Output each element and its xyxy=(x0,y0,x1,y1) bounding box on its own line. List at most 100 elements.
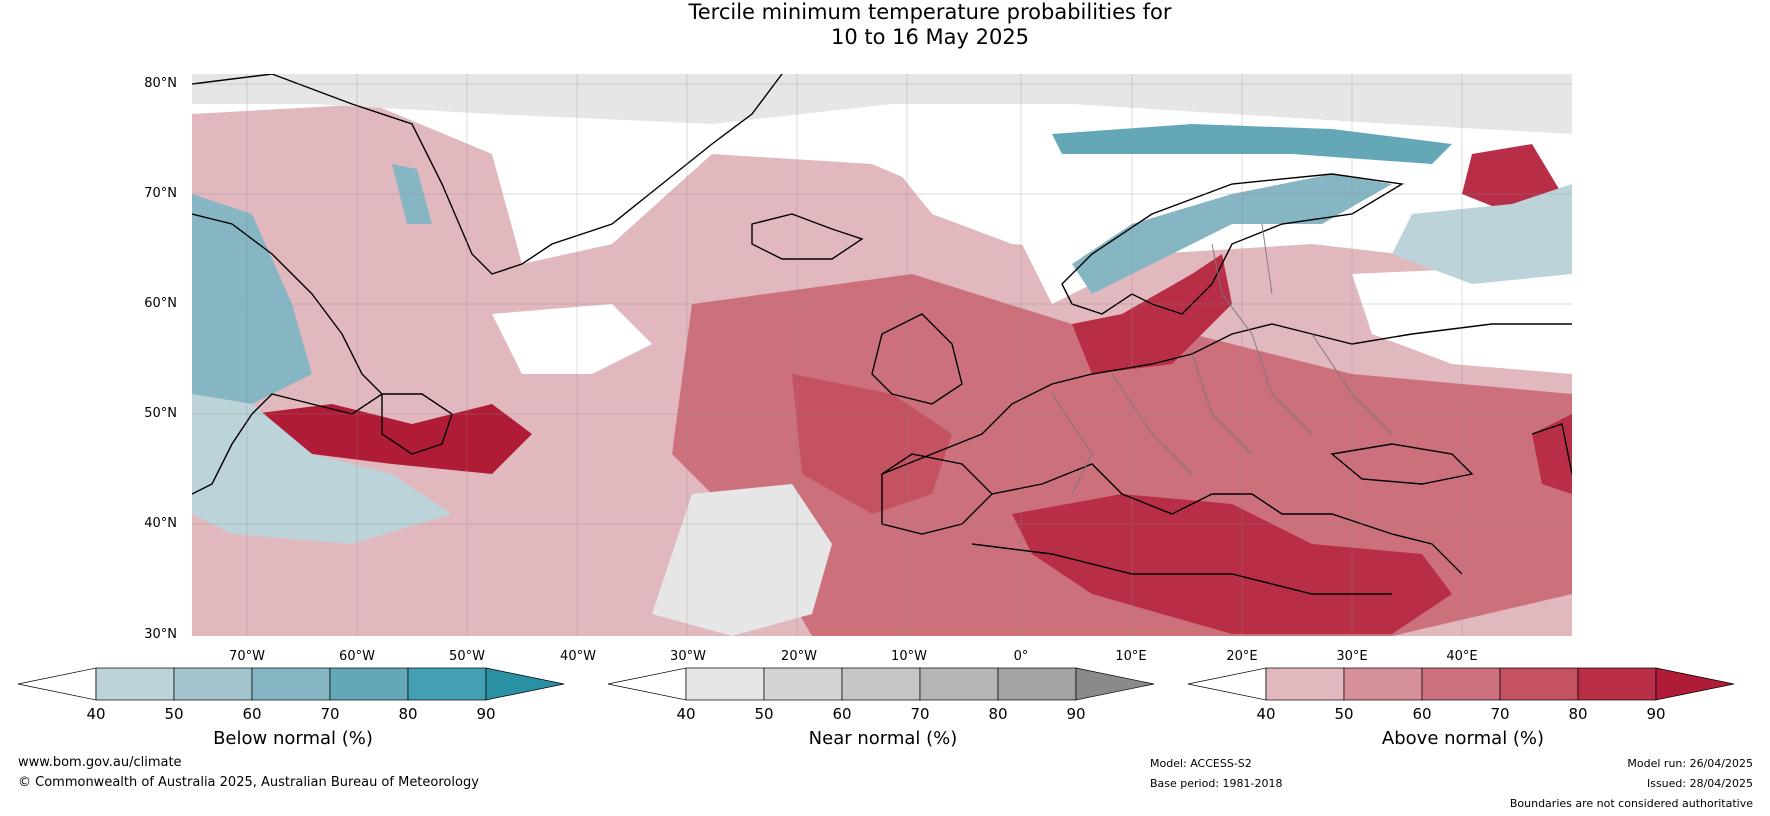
greenland-coast xyxy=(192,74,783,275)
colorbar-tick-label: 50 xyxy=(754,705,774,723)
colorbar-below-svg xyxy=(17,667,565,701)
colorbar-left-extension xyxy=(17,667,97,701)
colorbar-segment xyxy=(1577,667,1657,701)
coastlines xyxy=(192,74,1572,595)
footer-model: Model: ACCESS-S2 xyxy=(1150,757,1252,770)
colorbar-segment xyxy=(1421,667,1501,701)
map-svg xyxy=(192,74,1572,636)
footer-disclaimer: Boundaries are not considered authoritat… xyxy=(1509,797,1753,810)
colorbar-tick-label: 70 xyxy=(910,705,930,723)
colorbar-segment xyxy=(251,667,331,701)
colorbar-segment xyxy=(841,667,921,701)
colorbar-below-normal: Below normal (%) 40 50 60 70 80 90 xyxy=(17,667,568,749)
colorbar-tick-label: 40 xyxy=(1256,705,1276,723)
lon-label-40e: 40°E xyxy=(1446,649,1478,664)
colorbar-left-extension xyxy=(607,667,687,701)
colorbar-above-svg xyxy=(1187,667,1735,701)
footer-model-run: Model run: 26/04/2025 xyxy=(1627,757,1753,770)
colorbar-near-svg xyxy=(607,667,1155,701)
iceland-coast xyxy=(751,213,864,260)
colorbar-tick-label: 90 xyxy=(1066,705,1086,723)
map-title: Tercile minimum temperature probabilitie… xyxy=(0,0,1770,50)
colorbar-tick-label: 40 xyxy=(86,705,106,723)
lon-label-10w: 10°W xyxy=(891,649,927,664)
lon-label-70w: 70°W xyxy=(229,649,265,664)
lon-label-0: 0° xyxy=(1013,649,1029,664)
colorbar-tick-label: 70 xyxy=(1490,705,1510,723)
footer-issued: Issued: 28/04/2025 xyxy=(1646,777,1753,790)
below-normal-russia xyxy=(1392,184,1572,284)
colorbar-tick-label: 80 xyxy=(988,705,1008,723)
border-line-2 xyxy=(1111,373,1193,475)
colorbar-near-normal: Near normal (%) 40 50 60 70 80 90 xyxy=(607,667,1158,749)
colorbar-tick-label: 60 xyxy=(832,705,852,723)
colorbar-left-extension xyxy=(1187,667,1267,701)
lat-label-70n: 70°N xyxy=(144,186,177,201)
lon-label-10e: 10°E xyxy=(1115,649,1147,664)
colorbar-tick-label: 60 xyxy=(1412,705,1432,723)
colorbar-right-extension xyxy=(1075,667,1155,701)
above-strong-newfoundland xyxy=(252,404,532,474)
colorbar-segment xyxy=(763,667,843,701)
colorbar-tick-label: 90 xyxy=(1646,705,1666,723)
footer-copyright: © Commonwealth of Australia 2025, Austra… xyxy=(18,775,479,790)
lat-label-50n: 50°N xyxy=(144,406,177,421)
colorbar-segment xyxy=(685,667,765,701)
colorbar-near-title: Near normal (%) xyxy=(808,728,958,749)
colorbar-right-extension xyxy=(1655,667,1735,701)
british-isles-coast xyxy=(871,313,963,405)
border-line-7 xyxy=(1261,223,1273,295)
colorbar-tick-label: 80 xyxy=(398,705,418,723)
below-normal-canada-light xyxy=(192,394,452,544)
near-normal-arctic xyxy=(192,74,1572,134)
colorbar-tick-label: 80 xyxy=(1568,705,1588,723)
lon-label-20e: 20°E xyxy=(1226,649,1258,664)
graticule xyxy=(192,74,1572,636)
colorbar-segment xyxy=(1343,667,1423,701)
colorbar-segment xyxy=(95,667,175,701)
below-normal-canada xyxy=(192,194,312,404)
lat-label-60n: 60°N xyxy=(144,296,177,311)
white-central-atlantic xyxy=(492,304,652,374)
lat-label-40n: 40°N xyxy=(144,516,177,531)
lat-label-30n: 30°N xyxy=(144,627,177,642)
colorbar-segment xyxy=(1499,667,1579,701)
colorbar-segment xyxy=(997,667,1077,701)
colorbar-below-title: Below normal (%) xyxy=(213,728,373,749)
above-strong-mediterranean xyxy=(1012,494,1452,634)
colorbar-tick-label: 90 xyxy=(476,705,496,723)
lat-label-80n: 80°N xyxy=(144,76,177,91)
colorbar-tick-label: 70 xyxy=(320,705,340,723)
above-strong-baltic xyxy=(1072,254,1232,374)
colorbar-above-title: Above normal (%) xyxy=(1381,728,1545,749)
iberia-coast xyxy=(881,453,993,535)
title-line-2: 10 to 16 May 2025 xyxy=(830,25,1030,49)
above-strong-atlantic xyxy=(792,374,952,514)
lon-label-30w: 30°W xyxy=(670,649,706,664)
caspian-coast xyxy=(1531,423,1572,475)
colorbar-segment xyxy=(1265,667,1345,701)
probability-map xyxy=(192,74,1572,636)
title-line-1: Tercile minimum temperature probabilitie… xyxy=(688,0,1172,24)
canada-coast xyxy=(192,213,384,495)
above-strong-east xyxy=(1532,414,1572,494)
mediterranean-coast xyxy=(971,463,1463,595)
lon-label-20w: 20°W xyxy=(781,649,817,664)
footer-base-period: Base period: 1981-2018 xyxy=(1150,777,1283,790)
colorbar-tick-label: 50 xyxy=(1334,705,1354,723)
colorbar-right-extension xyxy=(485,667,565,701)
colorbar-segment xyxy=(329,667,409,701)
footer-website: www.bom.gov.au/climate xyxy=(18,755,182,770)
newfoundland-coast xyxy=(381,393,453,455)
colorbar-above-normal: Above normal (%) 40 50 60 70 80 90 xyxy=(1187,667,1738,749)
colorbar-segment xyxy=(919,667,999,701)
lon-label-60w: 60°W xyxy=(339,649,375,664)
black-sea-coast xyxy=(1330,443,1474,485)
border-line-4 xyxy=(1251,333,1313,435)
lon-label-50w: 50°W xyxy=(449,649,485,664)
below-normal-norway xyxy=(1072,174,1392,294)
lon-label-40w: 40°W xyxy=(560,649,596,664)
colorbar-segment xyxy=(173,667,253,701)
colorbar-tick-label: 50 xyxy=(164,705,184,723)
above-mid-region xyxy=(672,274,1572,636)
